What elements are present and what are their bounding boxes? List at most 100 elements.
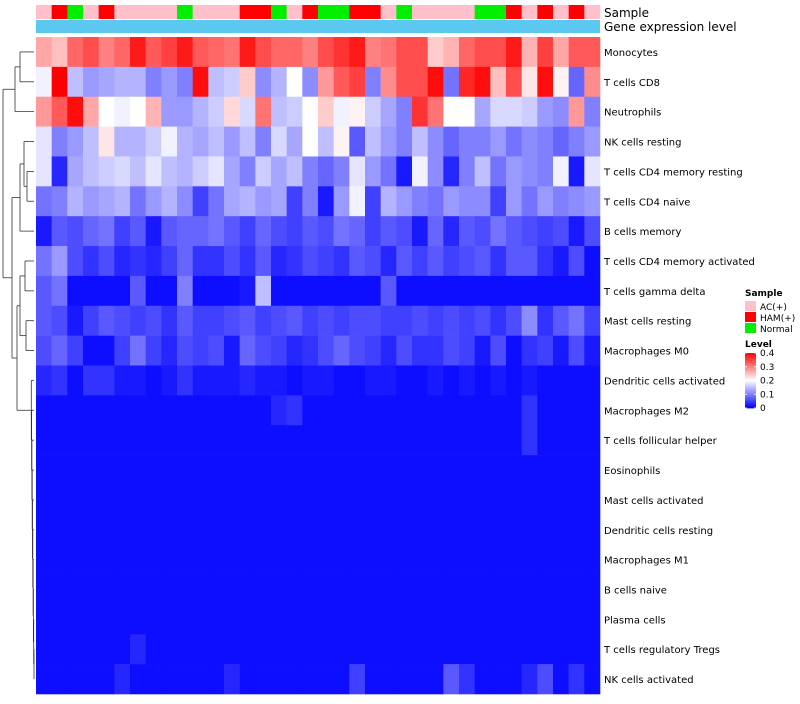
heatmap-cell [67,335,84,366]
heatmap-cell [568,66,585,98]
heatmap-cell [318,574,334,605]
heatmap-cell [474,544,491,575]
heatmap-cell [474,37,491,68]
heatmap-cell [161,216,178,247]
heatmap-cell [302,305,319,336]
heatmap-cell [271,574,287,605]
heatmap-cell [584,275,601,307]
heatmap-cell [208,544,225,575]
heatmap-cell [208,455,225,486]
sample-annotation-cell [584,5,601,19]
heatmap-cell [553,186,569,217]
heatmap-cell [396,514,413,545]
heatmap-cell [412,425,428,456]
heatmap-cell [98,604,115,635]
sample-annotation-cell [568,5,585,19]
heatmap-cell [98,96,115,127]
heatmap-cell [365,365,381,396]
heatmap-cell [177,305,193,336]
heatmap-cell [302,455,319,486]
level-colorbar-segment [745,406,756,409]
heatmap-cell [67,604,84,635]
heatmap-cell [490,216,507,247]
row-label: Mast cells resting [604,317,691,328]
heatmap-cell [67,246,84,277]
heatmap-cell [537,425,554,456]
heatmap-cell [130,574,146,605]
heatmap-cell [192,246,209,277]
heatmap-cell [239,544,256,575]
heatmap-cell [161,96,178,127]
row-label: Macrophages M2 [604,406,689,417]
heatmap-cell [51,216,68,247]
heatmap-cell [318,484,334,516]
legend-swatch [745,301,756,311]
heatmap-cell [192,514,209,545]
heatmap-cell [521,395,538,426]
heatmap-cell [208,275,225,307]
heatmap-cell [192,664,209,695]
heatmap-cell [224,335,240,366]
heatmap-cell [51,634,68,665]
level-colorbar-segment [745,361,756,364]
heatmap-cell [145,246,162,277]
heatmap-cell [271,37,287,68]
heatmap-cell [239,186,256,217]
heatmap-cell [36,544,52,575]
heatmap-cell [145,66,162,98]
heatmap-cell [208,126,225,157]
heatmap-cell [318,664,334,695]
heatmap-cell [427,365,444,396]
heatmap-cell [506,246,522,277]
heatmap-cell [333,37,350,68]
heatmap-cell [161,634,178,665]
heatmap-cell [83,156,99,187]
heatmap-cell [568,574,585,605]
heatmap-cell [333,305,350,336]
heatmap-cell [333,395,350,426]
heatmap-cell [239,604,256,635]
heatmap-cell [224,186,240,217]
heatmap-cell [239,246,256,277]
heatmap-cell [255,305,272,336]
heatmap-cell [83,275,99,307]
heatmap-cell [396,365,413,396]
sample-annotation-cell [474,5,491,19]
heatmap-cell [51,664,68,695]
heatmap-cell [67,66,84,98]
heatmap-cell [365,425,381,456]
row-label: T cells CD4 naive [603,197,690,208]
heatmap-cell [474,66,491,98]
heatmap-cell [537,634,554,665]
heatmap-cell [443,395,460,426]
sample-annotation-title: Sample [604,6,649,20]
heatmap-cell [302,186,319,217]
heatmap-cell [161,335,178,366]
heatmap-cell [459,425,475,456]
heatmap-cell [36,574,52,605]
heatmap-cell [114,365,131,396]
heatmap-cell [380,246,397,277]
level-colorbar-segment [745,353,756,355]
row-label: NK cells resting [604,138,681,149]
heatmap-cell [239,455,256,486]
heatmap-cell [51,126,68,157]
sample-annotation-cell [396,5,413,19]
heatmap-cell [427,634,444,665]
heatmap-cell [130,246,146,277]
heatmap-cell [177,484,193,516]
heatmap-cell [443,156,460,187]
heatmap-cell [224,514,240,545]
heatmap-cell [145,574,162,605]
heatmap-cell [349,66,366,98]
heatmap-cell [412,455,428,486]
heatmap-cell [318,186,334,217]
heatmap-cell [51,186,68,217]
heatmap-cell [474,425,491,456]
heatmap-cell [239,216,256,247]
heatmap-cell [333,634,350,665]
heatmap-cell [36,186,52,217]
heatmap-cell [177,604,193,635]
